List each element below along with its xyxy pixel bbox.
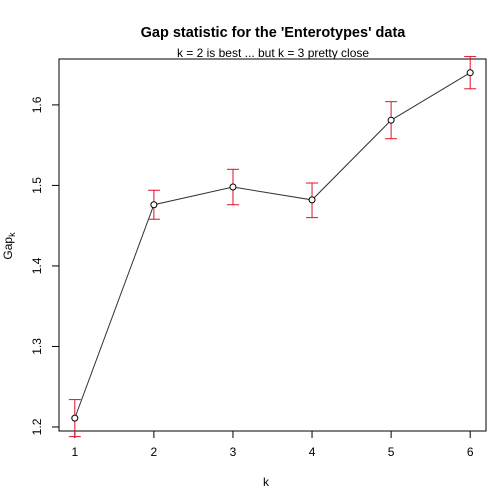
data-points-group [71, 69, 474, 422]
y-tick-label: 1.5 [30, 177, 44, 194]
data-point [308, 196, 316, 204]
y-axis-label: Gapk [1, 232, 17, 260]
data-point [150, 201, 158, 209]
y-tick-label: 1.4 [30, 257, 44, 274]
x-tick-label: 6 [467, 445, 474, 459]
y-tick-label: 1.3 [30, 338, 44, 355]
x-tick-label: 4 [309, 445, 316, 459]
data-point [387, 116, 395, 124]
x-tick-label: 5 [388, 445, 395, 459]
x-tick-label: 3 [230, 445, 237, 459]
data-point [71, 414, 79, 422]
y-tick-label: 1.6 [30, 96, 44, 113]
data-point [466, 69, 474, 77]
chart-subtitle: k = 2 is best ... but k = 3 pretty close [177, 46, 369, 60]
y-tick-label: 1.2 [30, 418, 44, 435]
x-axis-label: k [263, 475, 270, 489]
chart-title: Gap statistic for the 'Enterotypes' data [141, 25, 407, 41]
y-axis: 1.2 1.3 1.4 1.5 1.6 [30, 96, 59, 435]
y-axis-label-main: Gap [1, 237, 15, 260]
series-line [74, 72, 471, 419]
x-tick-label: 1 [71, 445, 78, 459]
y-axis-label-subscript: k [7, 232, 17, 237]
data-point [229, 183, 237, 191]
svg-text:Gapk: Gapk [1, 232, 17, 260]
plot-frame [58, 58, 487, 432]
series-line-group [74, 72, 471, 419]
x-tick-label: 2 [151, 445, 158, 459]
